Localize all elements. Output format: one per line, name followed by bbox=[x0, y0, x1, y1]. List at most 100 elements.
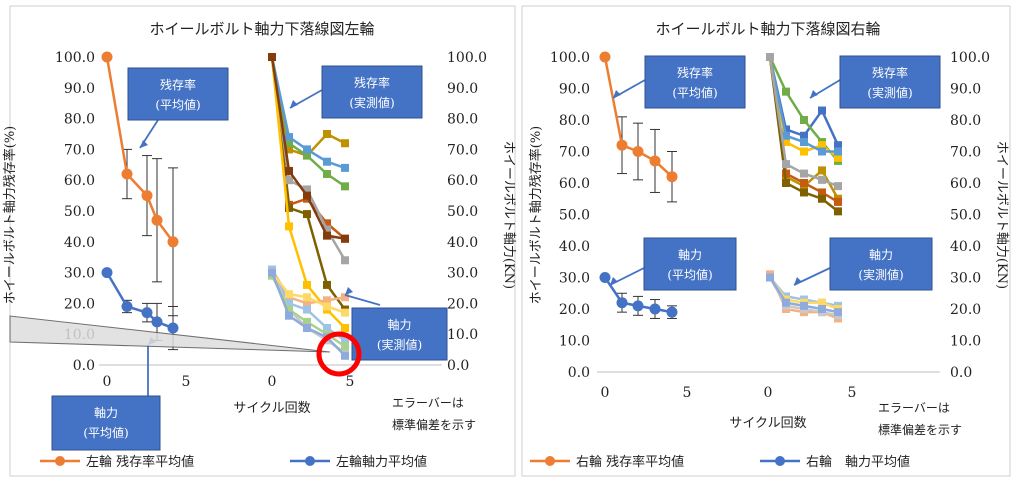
average-series-point bbox=[666, 306, 678, 318]
average-series-point bbox=[101, 51, 113, 63]
average-series-point bbox=[167, 322, 179, 334]
callout-arrowhead bbox=[290, 100, 298, 108]
y-tick-label-right: 10.0 bbox=[447, 327, 478, 343]
y-tick-label-right: 70.0 bbox=[950, 145, 981, 161]
y-tick-label-left: 10.0 bbox=[559, 334, 590, 350]
average-series-point bbox=[649, 303, 661, 315]
y-tick-label-right: 10.0 bbox=[950, 334, 981, 350]
measured-retention-point bbox=[818, 166, 826, 175]
chart-right-title: ホイールボルト軸力下落線図右輪 bbox=[655, 20, 880, 38]
y-tick-label-left: 0.0 bbox=[568, 365, 590, 381]
y-tick-label-left: 80.0 bbox=[64, 112, 95, 128]
measured-retention-point bbox=[782, 87, 790, 96]
y-tick-label-left: 80.0 bbox=[559, 113, 590, 129]
measured-retention-point bbox=[800, 169, 808, 178]
measured-retention-point bbox=[323, 157, 331, 166]
measured-retention-point bbox=[341, 256, 349, 265]
y-tick-label-right: 60.0 bbox=[950, 176, 981, 192]
chart-left-title: ホイールボルト軸力下落線図左輪 bbox=[149, 20, 374, 38]
legend-label: 右輪 残存率平均値 bbox=[576, 454, 684, 470]
average-series-point bbox=[632, 146, 644, 157]
average-series-point bbox=[151, 316, 163, 328]
y-tick-label-left: 30.0 bbox=[64, 266, 95, 282]
measured-retention-point bbox=[834, 147, 842, 156]
y-axis-label-left: ホイールボルト軸力残存率(%) bbox=[2, 126, 18, 305]
y-tick-label-left: 40.0 bbox=[559, 239, 590, 255]
callout-label: (平均値) bbox=[155, 97, 200, 112]
y-tick-label-left: 100.0 bbox=[550, 50, 590, 66]
y-tick-label-right: 90.0 bbox=[950, 82, 981, 98]
measured-retention-point bbox=[818, 188, 826, 197]
measured-retention-point bbox=[303, 151, 311, 160]
average-series-point bbox=[599, 272, 611, 283]
measured-retention-point bbox=[782, 125, 790, 134]
callout-label: 軸力 bbox=[387, 318, 411, 332]
legend-label: 右輪 軸力平均値 bbox=[806, 454, 910, 470]
callout-arrowhead bbox=[345, 287, 353, 295]
measured-retention-point bbox=[303, 280, 311, 289]
measured-retention-point bbox=[323, 231, 331, 240]
y-tick-label-right: 0.0 bbox=[950, 365, 972, 381]
measured-retention-point bbox=[323, 170, 331, 179]
measured-force-point bbox=[303, 293, 311, 302]
measured-retention-point bbox=[341, 324, 349, 333]
measured-retention-point bbox=[766, 53, 774, 61]
measured-retention-point bbox=[303, 191, 311, 200]
average-series-point bbox=[141, 190, 153, 202]
callout-arrowhead bbox=[610, 277, 618, 285]
measured-retention-point bbox=[818, 194, 826, 203]
callout-box bbox=[829, 237, 933, 291]
measured-force-point bbox=[800, 301, 808, 310]
measured-retention-point bbox=[285, 203, 293, 212]
callout-label: (平均値) bbox=[672, 85, 717, 100]
measured-retention-point bbox=[341, 182, 349, 191]
x-tick-label: 5 bbox=[848, 385, 857, 401]
error-bar-note: エラーバーは bbox=[878, 401, 950, 415]
measured-retention-point bbox=[834, 141, 842, 150]
y-tick-label-right: 30.0 bbox=[447, 266, 478, 282]
x-tick-label: 5 bbox=[683, 385, 692, 401]
measured-force-point bbox=[766, 273, 774, 282]
measured-force-point bbox=[268, 268, 276, 277]
x-axis-label: サイクル回数 bbox=[233, 401, 310, 416]
measured-force-point bbox=[285, 311, 293, 320]
callout-label: (平均値) bbox=[667, 267, 712, 282]
y-tick-label-left: 20.0 bbox=[559, 302, 590, 318]
measured-force-point bbox=[341, 342, 349, 351]
measured-retention-point bbox=[323, 225, 331, 234]
y-tick-label-left: 50.0 bbox=[559, 208, 590, 224]
callout-label: 残存率 bbox=[160, 77, 196, 92]
y-tick-label-left: 0.0 bbox=[73, 358, 95, 374]
measured-retention-point bbox=[285, 133, 293, 142]
measured-retention-point bbox=[285, 139, 293, 148]
x-tick-label: 5 bbox=[346, 374, 355, 390]
callout-box bbox=[839, 55, 941, 109]
callout-box bbox=[127, 67, 229, 121]
callout-arrowhead bbox=[810, 90, 818, 98]
measured-force-point bbox=[285, 305, 293, 314]
measured-retention-point bbox=[818, 175, 826, 184]
measured-retention-point bbox=[834, 153, 842, 162]
y-axis-label-right: ホイールボルト軸力(KN) bbox=[501, 141, 516, 289]
callout-label: 残存率 bbox=[677, 65, 713, 80]
measured-force-point bbox=[782, 298, 790, 307]
average-series-point bbox=[101, 267, 113, 279]
legend-label: 左輪軸力平均値 bbox=[336, 454, 427, 470]
measured-retention-point bbox=[303, 210, 311, 219]
callout-arrow bbox=[344, 294, 381, 306]
legend-swatch-marker bbox=[775, 456, 785, 466]
y-axis-label-left: ホイールボルト軸力残存率(%) bbox=[528, 126, 544, 305]
y-tick-label-right: 60.0 bbox=[447, 173, 478, 189]
zoom-pointer-wedge bbox=[9, 315, 331, 353]
callout-label: (平均値) bbox=[83, 425, 128, 440]
callout-box bbox=[351, 307, 448, 361]
measured-force-point bbox=[341, 308, 349, 317]
measured-retention-point bbox=[341, 234, 349, 243]
y-tick-label-left: 60.0 bbox=[64, 173, 95, 189]
measured-retention-point bbox=[800, 131, 808, 140]
measured-force-point bbox=[285, 299, 293, 308]
measured-retention-point bbox=[341, 163, 349, 172]
measured-force-point bbox=[323, 296, 331, 305]
measured-retention-point bbox=[341, 139, 349, 148]
